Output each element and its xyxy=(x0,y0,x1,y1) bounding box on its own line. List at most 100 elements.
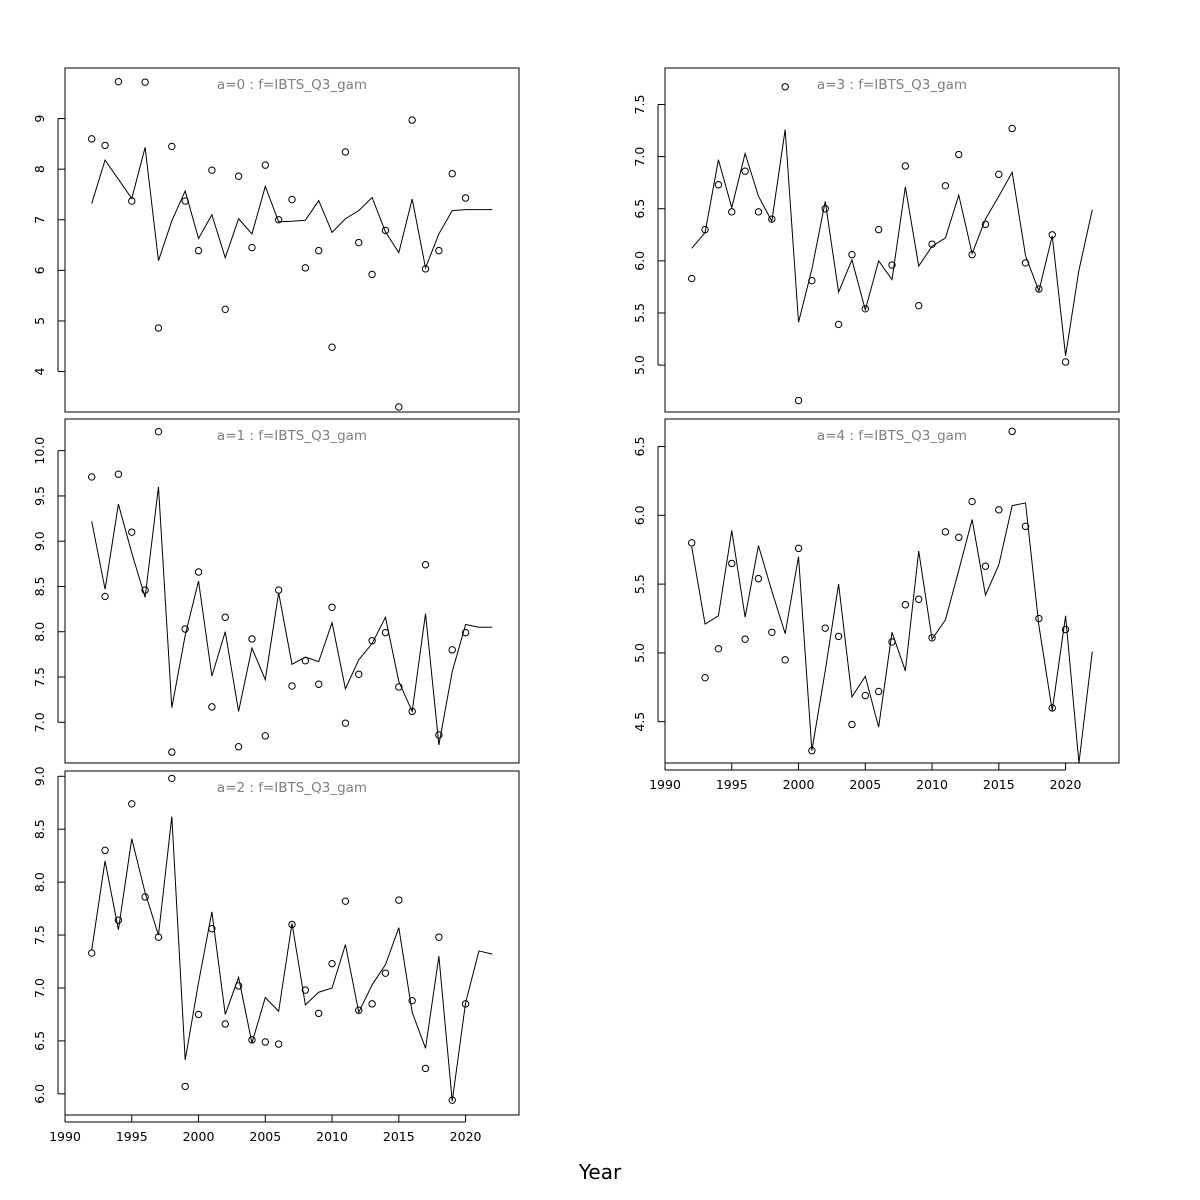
data-point xyxy=(301,657,310,665)
data-point xyxy=(168,142,176,151)
data-point xyxy=(141,586,149,594)
data-point xyxy=(448,1096,456,1104)
data-point xyxy=(955,150,963,159)
data-point xyxy=(328,603,336,611)
data-point xyxy=(181,197,189,205)
data-point xyxy=(194,568,203,576)
data-point xyxy=(408,707,416,716)
data-point xyxy=(1061,625,1070,634)
data-point xyxy=(915,301,923,310)
data-point xyxy=(1035,614,1043,623)
data-point xyxy=(981,220,990,229)
data-point xyxy=(221,305,229,314)
y-tick-label: 6.5 xyxy=(632,437,647,457)
data-point xyxy=(968,497,976,506)
data-point xyxy=(981,562,990,570)
data-point xyxy=(848,250,856,259)
data-point xyxy=(221,613,229,621)
data-point xyxy=(221,1020,229,1028)
y-tick-label: 6 xyxy=(32,266,47,274)
y-tick-label: 6.5 xyxy=(632,199,647,219)
data-point xyxy=(714,645,723,653)
y-tick-label: 5.5 xyxy=(632,574,647,594)
data-point xyxy=(821,624,829,632)
data-point xyxy=(794,396,803,405)
data-point xyxy=(194,1010,203,1019)
data-point xyxy=(234,172,243,180)
y-tick-label: 9.0 xyxy=(32,531,47,551)
data-point xyxy=(341,897,350,905)
data-point xyxy=(368,637,376,645)
data-point xyxy=(701,225,709,234)
data-point xyxy=(315,680,323,688)
data-point xyxy=(461,1000,470,1008)
data-point xyxy=(421,561,430,569)
fit-line xyxy=(91,147,493,270)
data-point xyxy=(288,682,296,690)
x-tick-label: 2010 xyxy=(316,1129,348,1144)
data-point xyxy=(234,743,243,751)
data-point xyxy=(381,226,390,235)
data-point xyxy=(995,506,1003,514)
data-point xyxy=(101,141,109,150)
data-point xyxy=(408,996,416,1005)
y-tick-label: 5.0 xyxy=(632,643,647,663)
y-tick-label: 6.0 xyxy=(632,505,647,525)
y-tick-label: 7.0 xyxy=(32,978,47,998)
data-point xyxy=(128,528,136,536)
data-point xyxy=(234,982,243,990)
data-point xyxy=(315,246,323,255)
data-point xyxy=(754,574,763,583)
data-point xyxy=(435,731,443,739)
y-tick-label: 9.0 xyxy=(32,766,47,786)
data-point xyxy=(688,274,696,283)
data-point xyxy=(861,305,869,313)
y-tick-label: 7.0 xyxy=(32,712,47,732)
data-point xyxy=(915,595,923,603)
data-point xyxy=(368,270,376,279)
data-point xyxy=(1035,285,1043,293)
panel-title: a=4 : f=IBTS_Q3_gam xyxy=(817,428,967,444)
panels: a=0 : f=IBTS_Q3_gam 4 5 6 7 8 9 a=1 : f=IBTS_Q3… xyxy=(32,67,1120,1144)
data-point xyxy=(395,896,403,904)
y-tick-label: 7.5 xyxy=(632,95,647,115)
data-point xyxy=(248,1036,256,1044)
data-point xyxy=(808,746,816,755)
data-point xyxy=(1048,231,1056,239)
data-point xyxy=(448,646,456,654)
y-tick-label: 5.5 xyxy=(632,303,647,323)
data-point xyxy=(435,933,443,941)
data-point xyxy=(208,166,216,174)
data-point xyxy=(701,673,709,682)
data-point xyxy=(1021,522,1030,531)
data-point xyxy=(288,920,296,929)
data-point xyxy=(874,225,883,234)
x-tick-label: 1995 xyxy=(716,777,748,792)
data-point xyxy=(101,592,109,601)
data-point xyxy=(88,949,96,957)
data-point xyxy=(208,925,216,933)
data-point xyxy=(741,635,749,643)
data-point xyxy=(928,634,936,642)
data-point xyxy=(395,683,403,691)
data-point xyxy=(461,628,470,637)
data-point xyxy=(355,670,363,678)
panel-4: a=4 : f=IBTS_Q3_gam 4.5 5.0 5.5 6.0 6.5 1990 19… xyxy=(632,418,1120,792)
x-tick-label: 2010 xyxy=(916,777,948,792)
data-point xyxy=(261,161,269,169)
data-point xyxy=(821,205,829,213)
data-point xyxy=(781,656,789,664)
y-tick-label: 8.0 xyxy=(32,622,47,642)
data-point xyxy=(301,264,310,272)
data-point xyxy=(168,748,176,756)
data-point xyxy=(141,78,149,86)
data-point xyxy=(355,238,363,247)
data-point xyxy=(448,170,456,178)
data-point xyxy=(1008,124,1016,133)
data-point xyxy=(101,846,109,855)
x-tick-label: 2015 xyxy=(983,777,1015,792)
data-point xyxy=(128,800,136,808)
data-point xyxy=(728,559,736,568)
data-point xyxy=(888,638,896,646)
data-point xyxy=(274,586,283,594)
